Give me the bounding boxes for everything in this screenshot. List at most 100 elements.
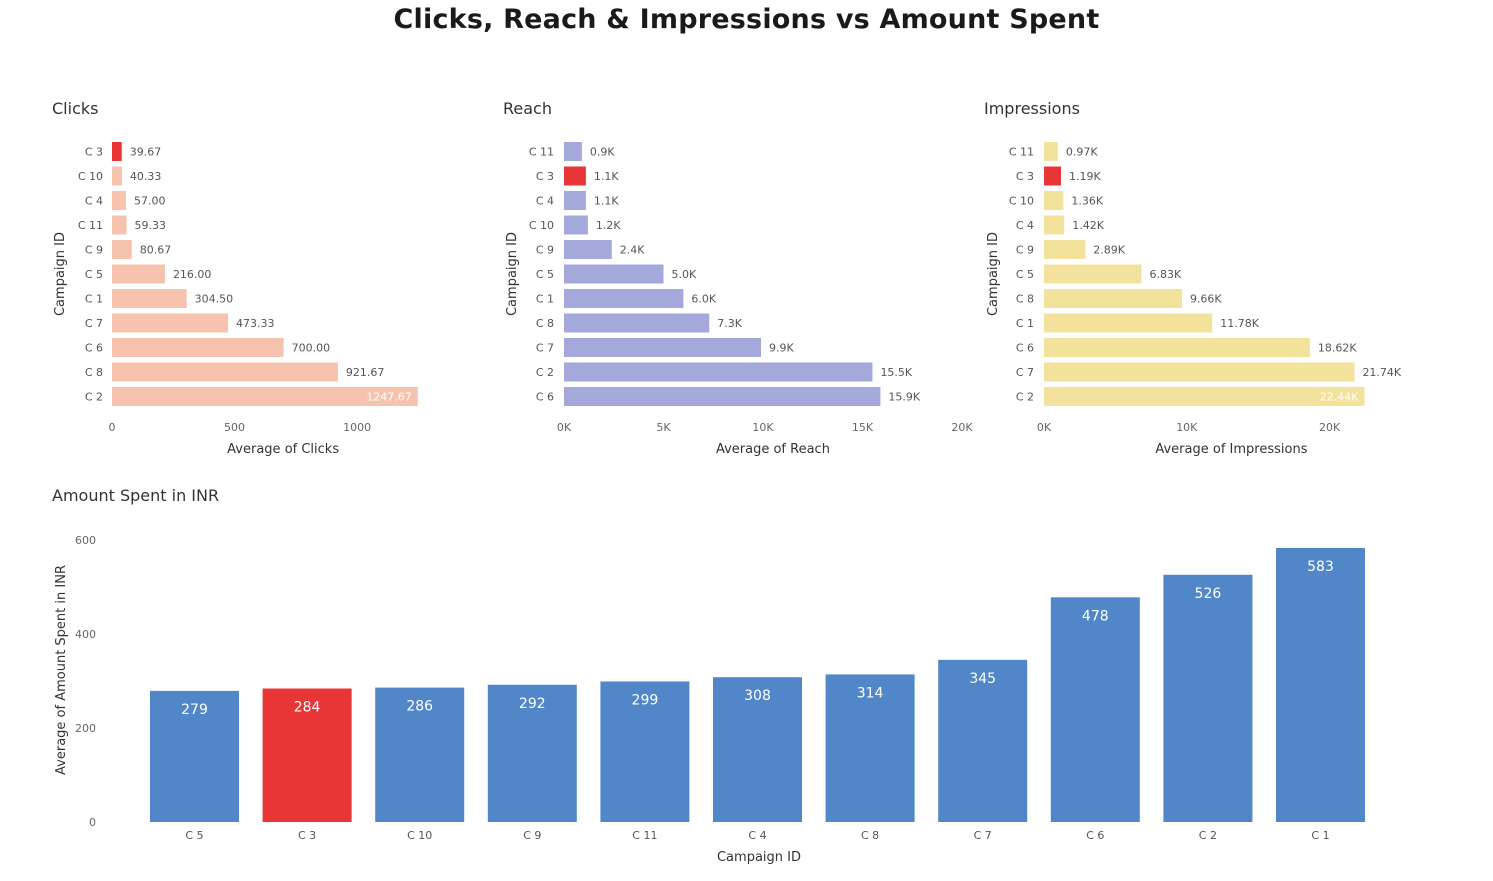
- amount-spent-category-c-4: C 4: [748, 829, 766, 842]
- clicks-bar-c-10: [112, 166, 122, 186]
- reach-category-c-10: C 10: [529, 219, 554, 232]
- clicks-bar-c-2: [112, 387, 418, 406]
- impressions-bar-c-5: [1044, 264, 1142, 284]
- amount-spent-category-c-7: C 7: [974, 829, 992, 842]
- clicks-x-tick: 1000: [343, 421, 371, 434]
- amount-spent-bar-c-8: [825, 674, 915, 822]
- amount-spent-category-c-9: C 9: [523, 829, 541, 842]
- amount-spent-bar-c-2: [1163, 574, 1253, 822]
- impressions-category-c-3: C 3: [1016, 170, 1034, 183]
- impressions-category-c-1: C 1: [1016, 317, 1034, 330]
- impressions-bar-c-11: [1044, 142, 1058, 161]
- amount-spent-bar-c-6: [1050, 597, 1140, 822]
- impressions-value-c-2: 22.44K: [1320, 391, 1359, 404]
- reach-value-c-11: 0.9K: [590, 146, 615, 159]
- reach-bar-c-7: [564, 338, 762, 357]
- clicks-value-c-9: 80.67: [140, 244, 172, 257]
- amount-spent-value-c-8: 314: [857, 685, 884, 701]
- clicks-category-c-6: C 6: [85, 342, 103, 355]
- clicks-title: Clicks: [52, 99, 98, 118]
- clicks-category-c-7: C 7: [85, 317, 103, 330]
- amount-spent-category-c-11: C 11: [632, 829, 657, 842]
- clicks-bar-c-1: [112, 289, 187, 308]
- amount-spent-chart: Amount Spent in INR 0 200 400 600 279 C 5 284 C …: [52, 486, 1365, 865]
- reach-bar-c-10: [564, 215, 588, 235]
- reach-x-tick: 5K: [656, 421, 671, 434]
- amount-spent-bar-c-4: [713, 677, 802, 822]
- amount-spent-bar-c-9: [487, 684, 577, 822]
- clicks-x-tick: 500: [224, 421, 245, 434]
- reach-value-c-3: 1.1K: [594, 170, 619, 183]
- impressions-bar-c-4: [1044, 215, 1065, 235]
- reach-value-c-8: 7.3K: [717, 317, 742, 330]
- amount-spent-category-c-8: C 8: [861, 829, 879, 842]
- impressions-value-c-8: 9.66K: [1190, 293, 1222, 306]
- amount-spent-category-c-3: C 3: [298, 829, 316, 842]
- impressions-value-c-10: 1.36K: [1071, 195, 1103, 208]
- clicks-value-c-2: 1247.67: [366, 391, 412, 404]
- amount-spent-y-tick: 200: [75, 722, 96, 735]
- impressions-y-axis-title: Campaign ID: [986, 232, 1001, 316]
- reach-value-c-10: 1.2K: [596, 219, 621, 232]
- amount-spent-value-c-10: 286: [406, 699, 433, 715]
- impressions-value-c-6: 18.62K: [1318, 342, 1357, 355]
- reach-bar-c-9: [564, 240, 612, 259]
- impressions-bar-c-7: [1044, 362, 1355, 382]
- reach-category-c-5: C 5: [536, 268, 554, 281]
- amount-spent-value-c-1: 583: [1307, 559, 1334, 575]
- reach-y-axis-title: Campaign ID: [505, 232, 520, 316]
- impressions-category-c-8: C 8: [1016, 293, 1034, 306]
- reach-value-c-9: 2.4K: [620, 244, 645, 257]
- impressions-x-tick: 0K: [1037, 421, 1052, 434]
- clicks-category-c-8: C 8: [85, 366, 103, 379]
- impressions-category-c-11: C 11: [1009, 146, 1034, 159]
- clicks-bar-c-3: [112, 142, 122, 161]
- reach-category-c-2: C 2: [536, 366, 554, 379]
- clicks-x-tick: 0: [109, 421, 116, 434]
- impressions-category-c-2: C 2: [1016, 391, 1034, 404]
- reach-bar-c-1: [564, 289, 684, 308]
- amount-spent-y-tick: 600: [75, 534, 96, 547]
- clicks-bar-c-5: [112, 264, 165, 284]
- amount-spent-bar-c-3: [262, 688, 352, 822]
- reach-bar-c-8: [564, 313, 710, 333]
- reach-value-c-7: 9.9K: [769, 342, 794, 355]
- reach-value-c-1: 6.0K: [691, 293, 716, 306]
- amount-spent-category-c-10: C 10: [407, 829, 432, 842]
- amount-spent-bar-c-11: [600, 681, 690, 822]
- impressions-category-c-5: C 5: [1016, 268, 1034, 281]
- clicks-value-c-3: 39.67: [130, 146, 162, 159]
- reach-category-c-1: C 1: [536, 293, 554, 306]
- clicks-category-c-3: C 3: [85, 146, 103, 159]
- clicks-category-c-11: C 11: [78, 219, 103, 232]
- reach-bar-c-5: [564, 264, 664, 284]
- impressions-value-c-7: 21.74K: [1362, 366, 1401, 379]
- reach-bar-c-3: [564, 166, 586, 186]
- clicks-value-c-1: 304.50: [195, 293, 234, 306]
- reach-category-c-9: C 9: [536, 244, 554, 257]
- impressions-bar-c-1: [1044, 313, 1213, 333]
- amount-spent-bar-c-7: [938, 659, 1028, 822]
- reach-category-c-11: C 11: [529, 146, 554, 159]
- amount-spent-title: Amount Spent in INR: [52, 486, 219, 505]
- amount-spent-y-tick: 400: [75, 628, 96, 641]
- impressions-bar-c-10: [1044, 191, 1064, 210]
- reach-title: Reach: [503, 99, 552, 118]
- amount-spent-x-axis-title: Campaign ID: [717, 850, 801, 865]
- impressions-category-c-7: C 7: [1016, 366, 1034, 379]
- impressions-value-c-1: 11.78K: [1220, 317, 1259, 330]
- clicks-category-c-2: C 2: [85, 391, 103, 404]
- impressions-x-axis-title: Average of Impressions: [1155, 442, 1307, 457]
- impressions-title: Impressions: [984, 99, 1080, 118]
- impressions-x-tick: 20K: [1319, 421, 1341, 434]
- reach-x-tick: 10K: [752, 421, 774, 434]
- amount-spent-value-c-4: 308: [744, 688, 771, 704]
- reach-x-axis-title: Average of Reach: [716, 442, 830, 457]
- clicks-value-c-7: 473.33: [236, 317, 275, 330]
- reach-bar-c-6: [564, 387, 881, 406]
- clicks-bar-c-11: [112, 215, 127, 235]
- impressions-bar-c-8: [1044, 289, 1182, 308]
- clicks-category-c-9: C 9: [85, 244, 103, 257]
- impressions-value-c-9: 2.89K: [1093, 244, 1125, 257]
